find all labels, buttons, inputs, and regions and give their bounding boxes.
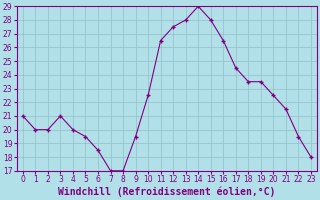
X-axis label: Windchill (Refroidissement éolien,°C): Windchill (Refroidissement éolien,°C) [58, 187, 276, 197]
